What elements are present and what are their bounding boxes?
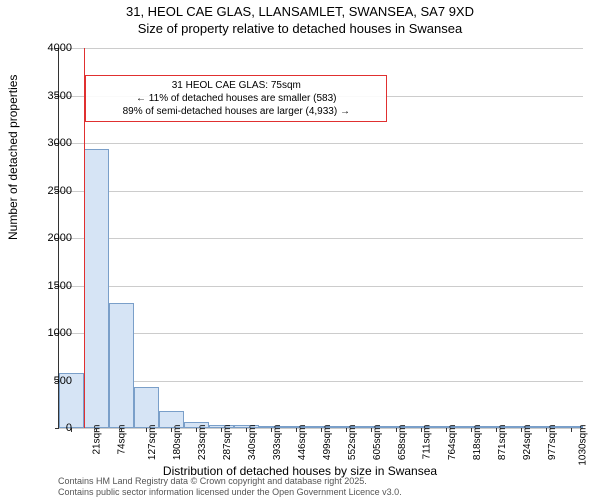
title-line-2: Size of property relative to detached ho… — [138, 21, 462, 36]
xtick-mark — [146, 428, 147, 432]
annotation-box: 31 HEOL CAE GLAS: 75sqm ← 11% of detached… — [85, 75, 387, 122]
xtick-mark — [471, 428, 472, 432]
chart-container: 31, HEOL CAE GLAS, LLANSAMLET, SWANSEA, … — [0, 0, 600, 500]
plot-area: 21sqm74sqm127sqm180sqm233sqm287sqm340sqm… — [58, 48, 583, 429]
footer-line-1: Contains HM Land Registry data © Crown c… — [58, 476, 367, 486]
gridline — [59, 333, 583, 334]
gridline — [59, 191, 583, 192]
xtick-mark — [271, 428, 272, 432]
ytick-label: 1500 — [32, 280, 72, 292]
xtick-label: 818sqm — [472, 425, 483, 461]
xtick-label: 287sqm — [222, 425, 233, 461]
histogram-bar — [84, 149, 109, 428]
xtick-mark — [521, 428, 522, 432]
xtick-mark — [371, 428, 372, 432]
annotation-line-1: 31 HEOL CAE GLAS: 75sqm — [172, 80, 301, 91]
xtick-mark — [346, 428, 347, 432]
xtick-label: 977sqm — [547, 425, 558, 461]
xtick-mark — [421, 428, 422, 432]
xtick-label: 446sqm — [297, 425, 308, 461]
xtick-label: 764sqm — [447, 425, 458, 461]
xtick-label: 393sqm — [272, 425, 283, 461]
gridline — [59, 238, 583, 239]
xtick-label: 233sqm — [197, 425, 208, 461]
footer-attribution: Contains HM Land Registry data © Crown c… — [58, 476, 402, 499]
ytick-label: 2500 — [32, 185, 72, 197]
gridline — [59, 381, 583, 382]
xtick-label: 871sqm — [497, 425, 508, 461]
xtick-label: 1030sqm — [577, 425, 588, 466]
chart-title: 31, HEOL CAE GLAS, LLANSAMLET, SWANSEA, … — [0, 4, 600, 38]
y-axis-label: Number of detached properties — [6, 75, 20, 240]
xtick-label: 340sqm — [247, 425, 258, 461]
xtick-mark — [96, 428, 97, 432]
gridline — [59, 48, 583, 49]
xtick-label: 499sqm — [322, 425, 333, 461]
xtick-label: 711sqm — [421, 425, 432, 460]
annotation-line-2: ← 11% of detached houses are smaller (58… — [136, 93, 336, 104]
xtick-mark — [246, 428, 247, 432]
footer-line-2: Contains public sector information licen… — [58, 487, 402, 497]
xtick-mark — [171, 428, 172, 432]
ytick-label: 0 — [32, 422, 72, 434]
xtick-mark — [571, 428, 572, 432]
xtick-mark — [396, 428, 397, 432]
xtick-label: 552sqm — [347, 425, 358, 461]
xtick-mark — [121, 428, 122, 432]
ytick-label: 4000 — [32, 42, 72, 54]
annotation-line-3: 89% of semi-detached houses are larger (… — [123, 106, 350, 117]
xtick-mark — [221, 428, 222, 432]
xtick-label: 21sqm — [92, 425, 103, 455]
ytick-label: 500 — [32, 375, 72, 387]
xtick-mark — [321, 428, 322, 432]
xtick-mark — [296, 428, 297, 432]
xtick-label: 180sqm — [172, 425, 183, 461]
xtick-mark — [546, 428, 547, 432]
histogram-bar — [109, 303, 134, 428]
ytick-label: 3500 — [32, 90, 72, 102]
ytick-label: 1000 — [32, 327, 72, 339]
xtick-mark — [496, 428, 497, 432]
xtick-label: 127sqm — [147, 425, 158, 461]
gridline — [59, 143, 583, 144]
gridline — [59, 286, 583, 287]
xtick-label: 74sqm — [117, 425, 128, 455]
histogram-bar — [134, 387, 159, 428]
xtick-mark — [196, 428, 197, 432]
xtick-label: 605sqm — [372, 425, 383, 461]
title-line-1: 31, HEOL CAE GLAS, LLANSAMLET, SWANSEA, … — [126, 4, 474, 19]
ytick-label: 2000 — [32, 232, 72, 244]
xtick-mark — [446, 428, 447, 432]
xtick-label: 924sqm — [522, 425, 533, 461]
ytick-label: 3000 — [32, 137, 72, 149]
xtick-label: 658sqm — [397, 425, 408, 461]
